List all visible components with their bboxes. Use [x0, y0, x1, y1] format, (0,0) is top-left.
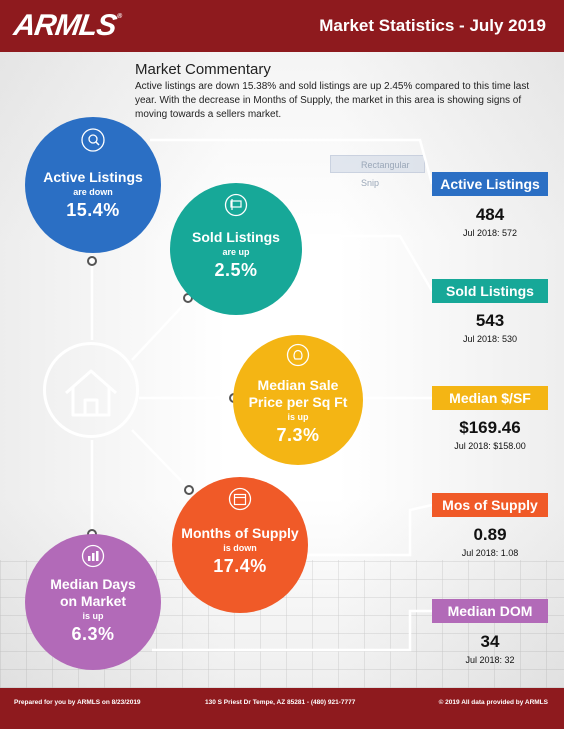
footer-copyright: © 2019 All data provided by ARMLS — [438, 699, 548, 706]
line-active-label — [150, 138, 434, 185]
mos-supply-stat: 0.89 Jul 2018: 1.08 — [432, 525, 548, 559]
median-dom-label: Median DOM — [432, 599, 548, 623]
median-circle-sub: is up — [287, 412, 309, 422]
line-dom-label — [152, 609, 432, 652]
median-sf-label: Median $/SF — [432, 386, 548, 410]
median-circle-title-1: Median Sale — [257, 377, 339, 393]
active-circle-title: Active Listings — [43, 169, 143, 185]
commentary-title: Market Commentary — [135, 61, 271, 78]
sold-circle-sub: are up — [222, 247, 250, 257]
median-price-circle: Median Sale Price per Sq Ft is up 7.3% — [233, 335, 363, 465]
median-dom-circle: Median Days on Market is up 6.3% — [25, 534, 161, 670]
mos-supply-prior: Jul 2018: 1.08 — [461, 548, 519, 558]
footer-prepared: Prepared for you by ARMLS on 8/23/2019 — [14, 699, 141, 706]
magnifier-house-icon — [81, 128, 105, 152]
median-circle-title-2: Price per Sq Ft — [248, 394, 348, 410]
sold-circle-value: 2.5% — [214, 260, 258, 280]
page-title: Market Statistics - July 2019 — [319, 16, 546, 35]
sold-sign-icon — [224, 193, 248, 217]
node-dot — [184, 485, 194, 495]
commentary-text: Active listings are down 15.38% and sold… — [135, 81, 530, 120]
mos-supply-value: 0.89 — [473, 525, 507, 544]
median-dom-stat: 34 Jul 2018: 32 — [432, 632, 548, 666]
mos-supply-label: Mos of Supply — [432, 493, 548, 517]
house-hub — [43, 342, 139, 438]
sold-circle-title: Sold Listings — [192, 229, 280, 245]
active-listings-stat: 484 Jul 2018: 572 — [432, 205, 548, 239]
money-bag-icon — [286, 343, 310, 367]
line-sold-label — [290, 234, 434, 292]
line-mos-label — [300, 503, 433, 557]
mos-circle-value: 17.4% — [213, 556, 267, 576]
market-commentary: Market Commentary Active listings are do… — [135, 61, 535, 122]
house-icon — [65, 369, 117, 417]
months-supply-circle: Months of Supply is down 17.4% — [172, 477, 308, 613]
line-house-mos — [131, 429, 191, 491]
median-sf-value: $169.46 — [459, 418, 521, 437]
active-circle-value: 15.4% — [66, 200, 120, 220]
mos-circle-title: Months of Supply — [181, 525, 299, 541]
footer-bar: Prepared for you by ARMLS on 8/23/2019 1… — [0, 688, 564, 729]
dom-circle-value: 6.3% — [71, 624, 115, 644]
snip-ghost-label: Rectangular Snip — [330, 155, 425, 188]
active-listings-value: 484 — [475, 205, 505, 224]
line-house-sold — [131, 297, 191, 361]
footer-address: 130 S Priest Dr Tempe, AZ 85281 - (480) … — [205, 699, 356, 706]
bar-chart-icon — [81, 544, 105, 568]
dom-circle-sub: is up — [82, 611, 104, 621]
sold-listings-circle: Sold Listings are up 2.5% — [170, 183, 302, 315]
dom-circle-title-1: Median Days — [50, 576, 136, 592]
median-dom-prior: Jul 2018: 32 — [465, 655, 515, 665]
median-sf-prior: Jul 2018: $158.00 — [454, 441, 526, 451]
sold-listings-label: Sold Listings — [432, 279, 548, 303]
sold-listings-stat: 543 Jul 2018: 530 — [432, 311, 548, 345]
sold-listings-prior: Jul 2018: 530 — [462, 334, 518, 344]
active-circle-sub: are down — [73, 187, 113, 197]
median-sf-stat: $169.46 Jul 2018: $158.00 — [432, 418, 548, 452]
mos-circle-sub: is down — [223, 543, 257, 553]
header-bar: ARMLS® Market Statistics - July 2019 — [0, 0, 564, 52]
median-dom-value: 34 — [480, 632, 500, 651]
active-listings-label: Active Listings — [432, 172, 548, 196]
active-listings-circle: Active Listings are down 15.4% — [25, 117, 161, 253]
node-dot — [87, 256, 97, 266]
dom-circle-title-2: on Market — [59, 593, 127, 609]
active-listings-prior: Jul 2018: 572 — [462, 228, 518, 238]
median-circle-value: 7.3% — [276, 425, 320, 445]
sold-listings-value: 543 — [475, 311, 505, 330]
calendar-icon — [228, 487, 252, 511]
